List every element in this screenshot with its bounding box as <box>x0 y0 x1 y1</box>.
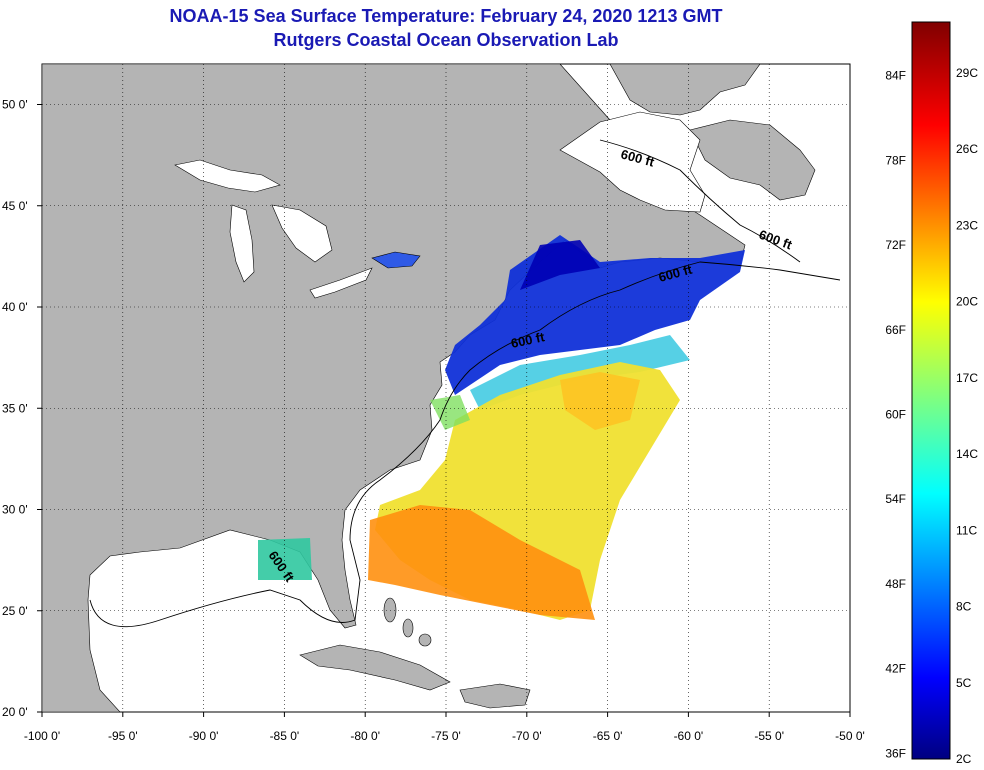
lon-tick-label: -50 0' <box>835 729 865 743</box>
colorbar-celsius-label: 29C <box>956 66 978 80</box>
colorbar-fahrenheit-label: 54F <box>885 492 906 506</box>
colorbar-fahrenheit-label: 42F <box>885 662 906 676</box>
colorbar-celsius-label: 20C <box>956 295 978 309</box>
lake-superior <box>174 159 281 193</box>
colorbar-celsius-label: 14C <box>956 447 978 461</box>
colorbar-celsius-label: 23C <box>956 218 978 232</box>
lon-tick-label: -90 0' <box>189 729 219 743</box>
axis-labels: -100 0' -95 0' -90 0' -85 0' -80 0' -75 0' -70… <box>2 98 865 744</box>
lat-tick-label: 40 0' <box>2 300 28 314</box>
colorbar <box>911 21 951 760</box>
colorbar-celsius-label: 5C <box>956 676 972 690</box>
lake-michigan <box>229 204 255 283</box>
lat-tick-label: 25 0' <box>2 604 28 618</box>
land-hispaniola <box>459 683 531 709</box>
isobath-label: 600 ft <box>510 329 547 351</box>
sst-overlay <box>258 235 745 620</box>
lon-tick-label: -60 0' <box>674 729 704 743</box>
land-bahamas <box>383 597 432 647</box>
colorbar-celsius-label: 8C <box>956 600 972 614</box>
colorbar-celsius-label: 11C <box>956 523 977 537</box>
map-title: NOAA-15 Sea Surface Temperature: Februar… <box>169 6 723 26</box>
colorbar-fahrenheit-label: 66F <box>885 323 906 337</box>
lon-tick-label: -100 0' <box>24 729 60 743</box>
lake-ontario <box>371 251 421 269</box>
lat-tick-label: 20 0' <box>2 705 28 719</box>
lon-tick-label: -75 0' <box>431 729 461 743</box>
graticule <box>42 64 850 712</box>
colorbar-fahrenheit-label: 48F <box>885 577 906 591</box>
lon-tick-label: -65 0' <box>593 729 623 743</box>
gulf-st-lawrence <box>559 111 706 213</box>
colorbar-celsius-label: 26C <box>956 142 978 156</box>
lon-tick-label: -80 0' <box>350 729 380 743</box>
colorbar-fahrenheit-label: 60F <box>885 408 906 422</box>
lat-tick-label: 35 0' <box>2 401 28 415</box>
lon-tick-label: -55 0' <box>754 729 784 743</box>
lon-tick-label: -70 0' <box>512 729 542 743</box>
lake-huron <box>271 204 333 263</box>
lat-tick-label: 30 0' <box>2 503 28 517</box>
lat-tick-label: 50 0' <box>2 98 28 112</box>
colorbar-celsius-label: 17C <box>956 371 978 385</box>
land-labrador <box>609 64 761 116</box>
colorbar-celsius-label: 2C <box>956 752 972 766</box>
isobath-600ft <box>89 261 841 628</box>
isobath-600ft-gulf <box>599 139 801 263</box>
colorbar-fahrenheit-label: 84F <box>885 69 906 83</box>
colorbar-fahrenheit-label: 72F <box>885 238 906 252</box>
colorbar-fahrenheit-label: 78F <box>885 153 906 167</box>
lat-tick-label: 45 0' <box>2 199 28 213</box>
map-subtitle: Rutgers Coastal Ocean Observation Lab <box>273 30 619 50</box>
colorbar-labels: 29C 26C 23C 20C 17C 14C 11C 8C 5C 2C 84F 78F 72F 66F 6… <box>885 66 978 766</box>
land-newfoundland <box>689 119 816 201</box>
lon-tick-label: -95 0' <box>108 729 138 743</box>
lake-erie <box>309 267 373 299</box>
land-cuba <box>299 644 451 691</box>
lon-tick-label: -85 0' <box>270 729 300 743</box>
colorbar-fahrenheit-label: 36F <box>885 746 906 760</box>
